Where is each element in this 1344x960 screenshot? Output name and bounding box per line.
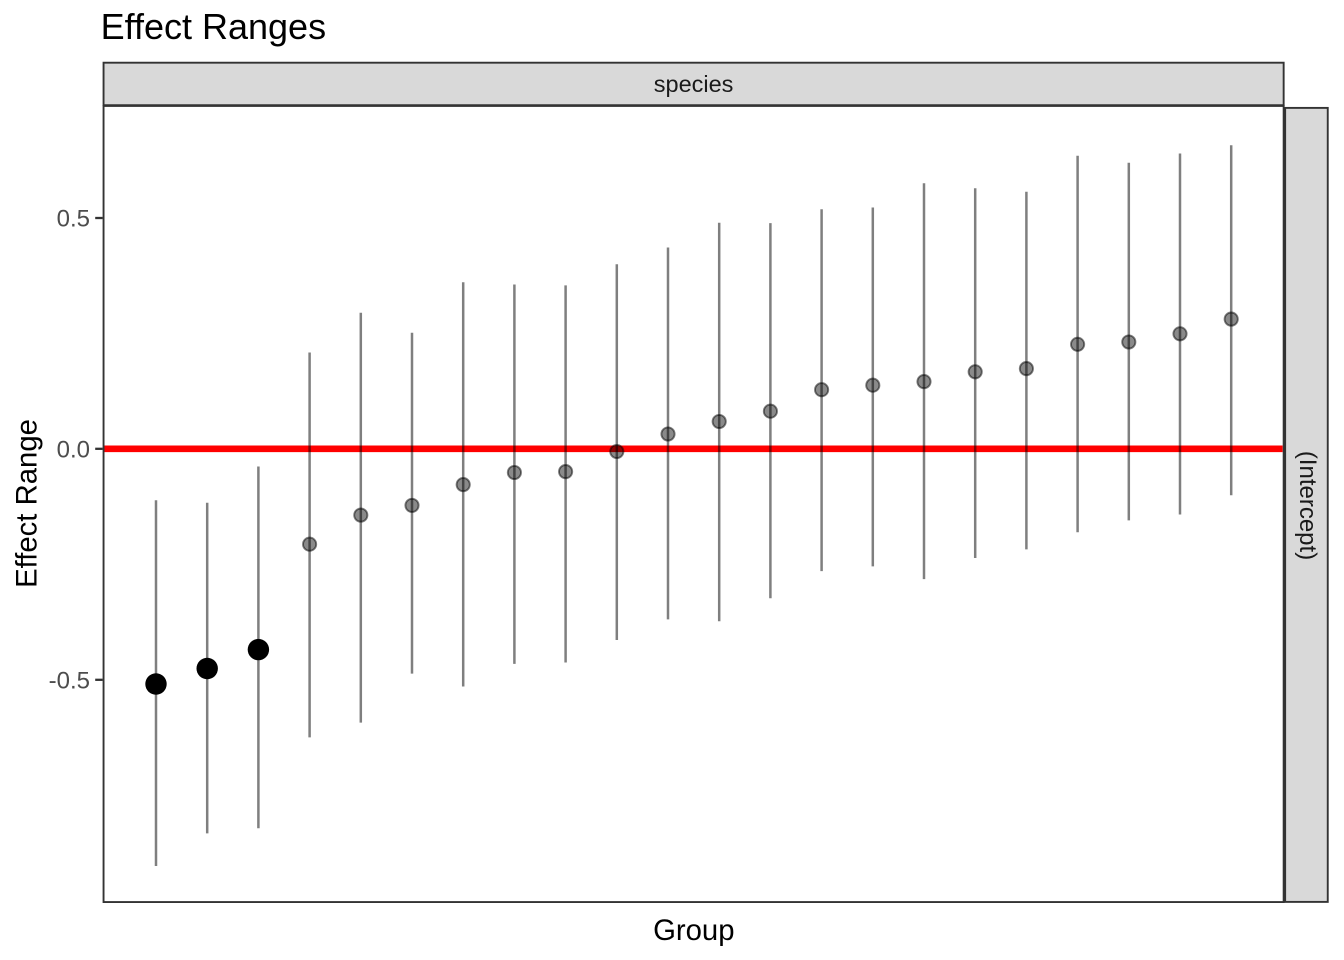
svg-text:-0.5: -0.5 [49, 667, 90, 694]
svg-text:(Intercept): (Intercept) [1294, 451, 1321, 560]
svg-text:Effect Ranges: Effect Ranges [101, 6, 326, 47]
svg-text:species: species [654, 71, 734, 97]
svg-text:0.0: 0.0 [57, 436, 90, 463]
svg-text:Effect Range: Effect Range [11, 419, 44, 588]
svg-text:0.5: 0.5 [57, 206, 90, 233]
svg-text:Group: Group [653, 914, 734, 947]
